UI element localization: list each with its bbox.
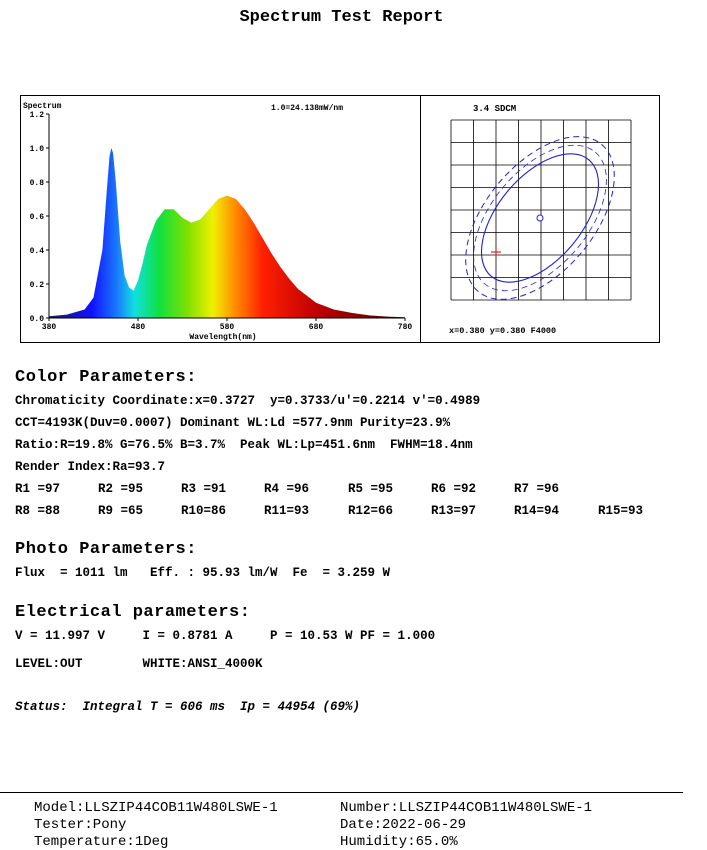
render-index-line: Render Index:Ra=93.7 <box>15 460 166 474</box>
spectrum-annotation: 1.0=24.138mW/nm <box>271 104 343 113</box>
footer-date: Date:2022-06-29 <box>340 817 467 833</box>
x-tick-label: 680 <box>309 323 324 332</box>
y-tick-label: 0.6 <box>30 213 45 222</box>
spectrum-chart: Spectrum 1.0=24.138mW/nm 0.0 0.2 0.4 0.6 0.8… <box>23 102 413 342</box>
sdcm-grid <box>450 119 632 301</box>
x-tick-label: 480 <box>131 323 146 332</box>
chart-frame <box>20 95 660 343</box>
x-tick-label: 380 <box>42 323 57 332</box>
chart-divider <box>420 95 421 343</box>
y-tick-label: 0.8 <box>30 179 45 188</box>
spectrum-area <box>49 148 405 318</box>
y-tick-label: 0.2 <box>30 281 45 290</box>
photo-params-heading: Photo Parameters: <box>15 540 197 559</box>
electrical-line: V = 11.997 V I = 0.8781 A P = 10.53 W PF… <box>15 629 436 643</box>
sdcm-inner-ellipse <box>480 153 600 283</box>
y-tick-label: 0.4 <box>30 247 45 256</box>
render-index-value: R11=93 <box>264 504 310 518</box>
cct-line: CCT=4193K(Duv=0.0007) Dominant WL:Ld =57… <box>15 416 451 430</box>
sdcm-title: 3.4 SDCM <box>473 104 516 114</box>
footer-humidity: Humidity:65.0% <box>340 834 458 850</box>
footer-number: Number:LLSZIP44COB11W480LSWE-1 <box>340 800 593 816</box>
status-line: Status: Integral T = 606 ms Ip = 44954 (… <box>15 700 361 714</box>
spectrum-xlabel: Wavelength(nm) <box>189 333 256 342</box>
render-index-value: R2 =95 <box>98 482 144 496</box>
render-index-value: R7 =96 <box>514 482 560 496</box>
y-tick-label: 0.0 <box>30 315 45 324</box>
chromaticity-line: Chromaticity Coordinate:x=0.3727 y=0.373… <box>15 394 481 408</box>
render-index-value: R14=94 <box>514 504 560 518</box>
flux-line: Flux = 1011 lm Eff. : 95.93 lm/W Fe = 3.… <box>15 566 391 580</box>
render-index-value: R10=86 <box>181 504 227 518</box>
footer-model: Model:LLSZIP44COB11W480LSWE-1 <box>34 800 278 816</box>
footer-divider <box>0 792 683 793</box>
render-index-value: R6 =92 <box>431 482 477 496</box>
y-tick-label: 1.2 <box>30 111 45 120</box>
footer-temperature: Temperature:1Deg <box>34 834 169 850</box>
level-line: LEVEL:OUT WHITE:ANSI_4000K <box>15 657 263 671</box>
render-index-value: R1 =97 <box>15 482 61 496</box>
measured-point-marker <box>491 247 501 257</box>
render-index-value: R8 =88 <box>15 504 61 518</box>
render-index-value: R15=93 <box>598 504 644 518</box>
x-tick-label: 580 <box>220 323 235 332</box>
sdcm-center-label: x=0.380 y=0.380 F4000 <box>449 326 556 336</box>
render-index-value: R12=66 <box>348 504 394 518</box>
render-index-value: R13=97 <box>431 504 477 518</box>
render-index-value: R3 =91 <box>181 482 227 496</box>
ratio-line: Ratio:R=19.8% G=76.5% B=3.7% Peak WL:Lp=… <box>15 438 473 452</box>
color-params-heading: Color Parameters: <box>15 368 197 387</box>
report-title: Spectrum Test Report <box>239 8 444 27</box>
sdcm-center-marker <box>536 214 544 222</box>
footer-tester: Tester:Pony <box>34 817 127 833</box>
render-index-value: R4 =96 <box>264 482 310 496</box>
render-index-value: R9 =65 <box>98 504 144 518</box>
x-tick-label: 780 <box>398 323 413 332</box>
sdcm-chart: 3.4 SDCM x=0.380 y=0.380 F4000 <box>449 104 632 336</box>
render-index-value: R5 =95 <box>348 482 394 496</box>
electrical-params-heading: Electrical parameters: <box>15 603 251 622</box>
y-tick-label: 1.0 <box>30 145 45 154</box>
spectrum-title: Spectrum <box>23 102 62 111</box>
